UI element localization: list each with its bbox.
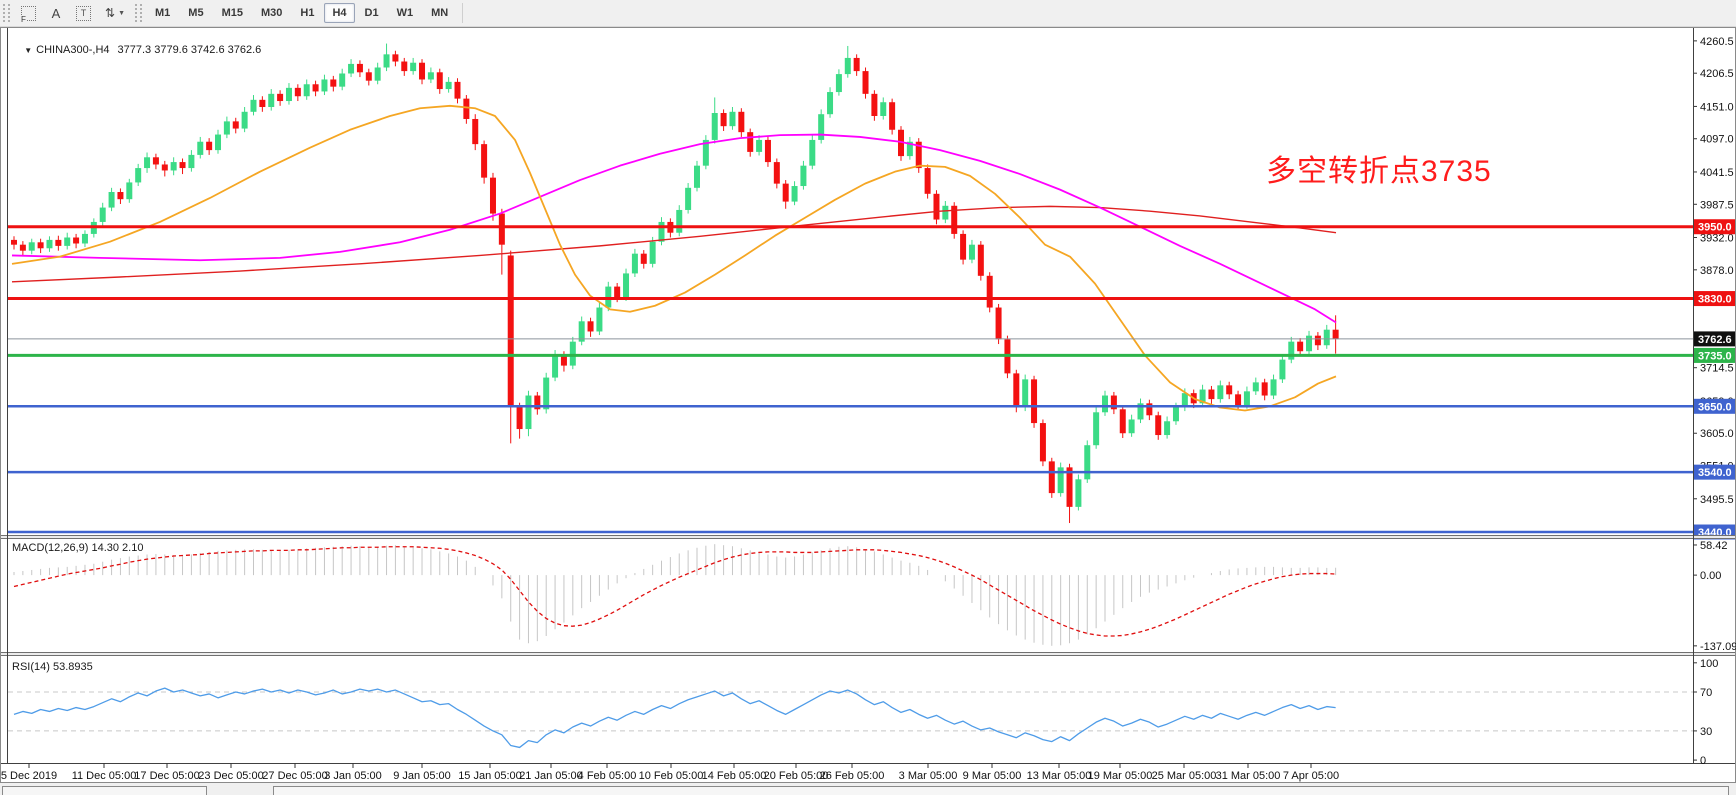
date-label: 4 Feb 05:00 xyxy=(578,770,637,782)
price-badge-3735.0: 3735.0 xyxy=(1694,347,1735,363)
date-label: 27 Dec 05:00 xyxy=(262,770,327,782)
date-label: 13 Mar 05:00 xyxy=(1027,770,1092,782)
date-label: 19 Mar 05:00 xyxy=(1088,770,1153,782)
price-axis-label: 3495.5 xyxy=(1700,494,1734,506)
price-badge-3830.0: 3830.0 xyxy=(1694,291,1735,307)
timeframe-group: M1 M5 M15 M30 H1 H4 D1 W1 MN xyxy=(146,3,457,23)
price-axis-label: 4260.5 xyxy=(1700,36,1734,48)
date-label: 20 Feb 05:00 xyxy=(764,770,829,782)
date-label: 15 Jan 05:00 xyxy=(458,770,522,782)
chart-annotation: 多空转折点3735 xyxy=(1266,155,1492,188)
svg-text:3950.0: 3950.0 xyxy=(1698,222,1732,234)
price-axis-label: 4206.5 xyxy=(1700,68,1734,80)
toolbar-grip[interactable] xyxy=(135,4,142,22)
svg-text:3540.0: 3540.0 xyxy=(1698,467,1732,479)
date-label: 17 Dec 05:00 xyxy=(134,770,199,782)
price-axis-label: 3932.0 xyxy=(1700,233,1734,245)
chart-grid-button[interactable]: F xyxy=(15,2,42,24)
timeframe-button-M1[interactable]: M1 xyxy=(155,7,171,19)
price-axis-label: 4041.5 xyxy=(1700,167,1734,179)
price-axis: 4260.5 4206.5 4151.0 4097.0 4041.5 3987.5 3932… xyxy=(1693,36,1734,506)
rsi-axis-label: 30 xyxy=(1700,726,1712,738)
label-a-button[interactable]: A xyxy=(44,2,68,24)
price-axis-label: 3987.5 xyxy=(1700,199,1734,211)
price-badge-3762.6: 3762.6 xyxy=(1694,331,1735,347)
chart-header: ▼ CHINA300-,H4 3777.3 3779.6 3742.6 3762.6 xyxy=(12,32,261,68)
timeframe-button-H1[interactable]: H1 xyxy=(300,7,315,19)
arrows-icon: ⇅ xyxy=(105,6,116,20)
date-label: 3 Mar 05:00 xyxy=(899,770,958,782)
macd-indicator-label: MACD(12,26,9) 14.30 2.10 xyxy=(12,542,144,554)
price-axis-label: 4097.0 xyxy=(1700,134,1734,146)
price-axis-label: 3605.0 xyxy=(1700,428,1734,440)
price-badge-3650.0: 3650.0 xyxy=(1694,398,1735,414)
chevron-down-icon: ▼ xyxy=(118,9,125,17)
svg-text:3650.0: 3650.0 xyxy=(1698,401,1732,413)
svg-text:3735.0: 3735.0 xyxy=(1698,350,1732,362)
date-label: 9 Mar 05:00 xyxy=(963,770,1022,782)
price-badge-3950.0: 3950.0 xyxy=(1694,219,1735,235)
rsi-indicator-label: RSI(14) 53.8935 xyxy=(12,661,93,673)
price-axis-label: 4151.0 xyxy=(1700,101,1734,113)
chart-window: 4260.5 4206.5 4151.0 4097.0 4041.5 3987.5 3932… xyxy=(0,27,1736,783)
date-label: 31 Mar 05:00 xyxy=(1216,770,1281,782)
price-axis-label: 3714.5 xyxy=(1700,363,1734,375)
date-label: 7 Apr 05:00 xyxy=(1283,770,1339,782)
timeframe-button-M30[interactable]: M30 xyxy=(260,7,283,19)
chart-grid-icon: F xyxy=(20,5,36,24)
arrows-dropdown-button[interactable]: ⇅ ▼ xyxy=(99,2,131,24)
timeframe-button-D1[interactable]: D1 xyxy=(364,7,379,19)
date-label: 14 Feb 05:00 xyxy=(702,770,767,782)
macd-axis-label: -137.09 xyxy=(1700,641,1736,653)
chart-ohlc: 3777.3 3779.6 3742.6 3762.6 xyxy=(117,44,262,56)
toolbar: F A T ⇅ ▼ M1 M5 M15 M30 H1 H4 D1 W1 MN xyxy=(0,0,1736,27)
dock-panel-edge[interactable] xyxy=(2,786,207,795)
macd-panel: 58.42 0.00 -137.09 xyxy=(13,540,1736,653)
rsi-axis-label: 70 xyxy=(1700,687,1712,699)
date-label: 5 Dec 2019 xyxy=(1,770,57,782)
text-box-button[interactable]: T xyxy=(70,2,97,24)
toolbar-separator xyxy=(462,3,464,23)
date-label: 23 Dec 05:00 xyxy=(198,770,263,782)
price-badge-3540.0: 3540.0 xyxy=(1694,464,1735,480)
price-axis-label: 3878.0 xyxy=(1700,265,1734,277)
label-a-icon: A xyxy=(51,5,61,21)
date-label: 21 Jan 05:00 xyxy=(519,770,583,782)
date-label: 10 Feb 05:00 xyxy=(639,770,704,782)
toolbar-grip[interactable] xyxy=(3,4,10,22)
timeframe-button-M15[interactable]: M15 xyxy=(221,7,243,19)
macd-axis-label: 0.00 xyxy=(1700,570,1721,582)
text-box-icon: T xyxy=(76,5,91,21)
date-label: 9 Jan 05:00 xyxy=(393,770,451,782)
timeframe-button-H4[interactable]: H4 xyxy=(324,3,355,23)
rsi-axis-label: 100 xyxy=(1700,658,1718,670)
timeframe-button-W1[interactable]: W1 xyxy=(396,7,414,19)
level-lines-layer xyxy=(8,225,1693,534)
dock-panel-edge[interactable] xyxy=(273,786,1729,795)
svg-text:3830.0: 3830.0 xyxy=(1698,294,1732,306)
dock-strip xyxy=(0,783,1736,795)
macd-axis-label: 58.42 xyxy=(1700,540,1728,552)
timeframe-button-MN[interactable]: MN xyxy=(431,7,449,19)
date-label: 25 Mar 05:00 xyxy=(1152,770,1217,782)
date-label: 26 Feb 05:00 xyxy=(820,770,885,782)
timeframe-button-M5[interactable]: M5 xyxy=(188,7,204,19)
rsi-axis-label: 0 xyxy=(1700,755,1706,767)
date-label: 11 Dec 05:00 xyxy=(72,770,137,782)
chart-surface[interactable]: 4260.5 4206.5 4151.0 4097.0 4041.5 3987.5 3932… xyxy=(0,27,1736,783)
svg-text:3762.6: 3762.6 xyxy=(1698,334,1732,346)
rsi-panel: 100 70 30 0 xyxy=(8,658,1718,767)
symbol-caret-icon: ▼ xyxy=(24,46,33,55)
chart-title: CHINA300-,H4 xyxy=(36,44,110,56)
date-label: 3 Jan 05:00 xyxy=(324,770,382,782)
